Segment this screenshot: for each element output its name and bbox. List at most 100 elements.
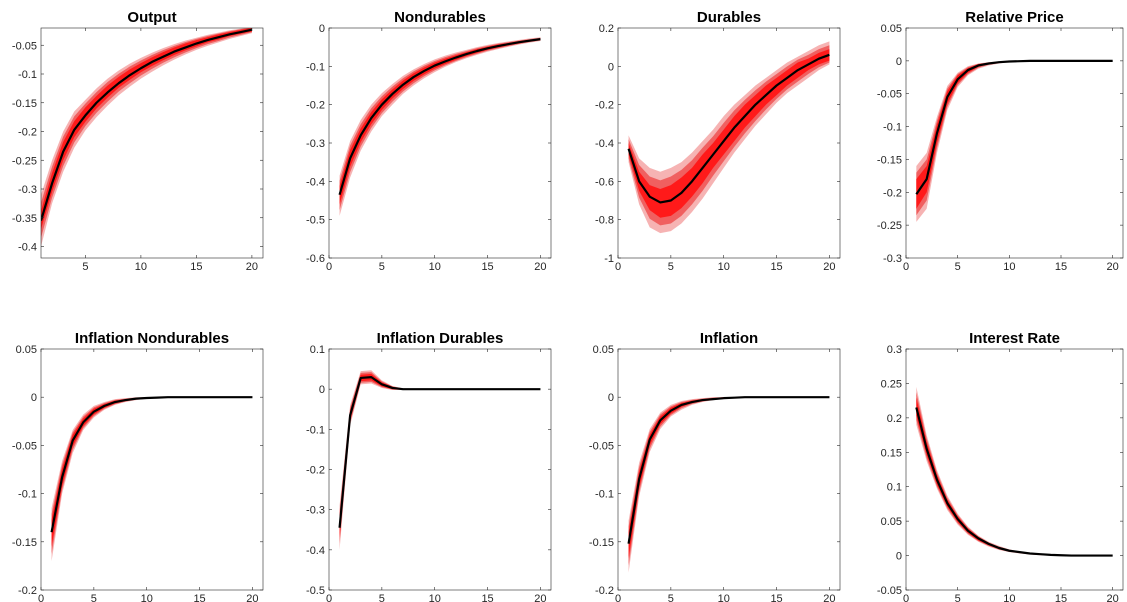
y-tick-label: -0.2 bbox=[595, 100, 614, 112]
y-tick-label: -0.5 bbox=[306, 585, 325, 597]
x-tick-label: 5 bbox=[668, 261, 674, 273]
y-tick-label: -0.35 bbox=[12, 213, 37, 225]
x-tick-label: 0 bbox=[326, 261, 332, 273]
x-tick-label: 0 bbox=[615, 593, 621, 602]
y-tick-label: -0.15 bbox=[12, 98, 37, 110]
y-tick-label: -0.2 bbox=[306, 465, 325, 477]
y-tick-label: 0 bbox=[319, 384, 325, 396]
x-tick-label: 0 bbox=[903, 261, 909, 273]
panel-title: Durables bbox=[697, 9, 761, 26]
panel-6: 0 5 10 15 20 -0.5 -0.4 -0.3 -0.2 -0.1 0 0.1 Inflatio… bbox=[306, 330, 552, 602]
x-tick-label: 20 bbox=[534, 593, 546, 602]
x-tick-label: 5 bbox=[668, 593, 674, 602]
x-tick-label: 10 bbox=[718, 261, 730, 273]
y-tick-label: 0.1 bbox=[887, 482, 902, 494]
median-response-line bbox=[627, 396, 830, 544]
y-tick-label: -0.15 bbox=[589, 537, 614, 549]
panel-title: Interest Rate bbox=[969, 330, 1060, 347]
y-tick-label: 0 bbox=[896, 56, 902, 68]
axes-frame bbox=[40, 348, 264, 591]
y-tick-label: 0 bbox=[31, 392, 37, 404]
x-tick-label: 10 bbox=[718, 593, 730, 602]
inner-credible-band bbox=[339, 373, 541, 538]
x-tick-label: 20 bbox=[534, 261, 546, 273]
x-tick-label: 20 bbox=[1107, 261, 1119, 273]
y-tick-label: -0.05 bbox=[589, 440, 614, 452]
x-tick-label: 10 bbox=[429, 261, 441, 273]
middle-credible-band bbox=[41, 28, 252, 238]
panel-title: Nondurables bbox=[394, 9, 486, 26]
inner-credible-band bbox=[41, 28, 252, 230]
y-tick-label: 0.25 bbox=[881, 378, 902, 390]
axes-frame bbox=[328, 348, 552, 591]
y-tick-label: -0.2 bbox=[883, 187, 902, 199]
y-tick-label: 0.05 bbox=[881, 23, 902, 35]
x-tick-label: 15 bbox=[190, 261, 202, 273]
axes-frame bbox=[905, 348, 1124, 591]
y-tick-label: -0.6 bbox=[306, 253, 325, 265]
y-tick-label: -0.05 bbox=[12, 40, 37, 52]
median-response-line bbox=[627, 53, 830, 204]
axes-frame bbox=[905, 27, 1124, 259]
y-tick-label: -0.3 bbox=[18, 184, 37, 196]
x-tick-label: 10 bbox=[135, 261, 147, 273]
x-tick-label: 15 bbox=[1055, 593, 1067, 602]
y-tick-label: -0.2 bbox=[18, 127, 37, 139]
outer-credible-band bbox=[916, 386, 1113, 556]
inner-credible-band bbox=[916, 60, 1113, 209]
plot-area bbox=[338, 370, 541, 550]
median-response-line bbox=[41, 28, 253, 221]
panel-7: 0 5 10 15 20 -0.2 -0.15 -0.1 -0.05 0 0.05 Inflation bbox=[589, 330, 841, 602]
y-tick-label: 0.3 bbox=[887, 344, 902, 356]
panel-title: Output bbox=[127, 9, 176, 26]
y-tick-label: -0.4 bbox=[595, 138, 614, 150]
plot-area bbox=[627, 396, 830, 573]
y-tick-label: -0.2 bbox=[595, 585, 614, 597]
median-response-line bbox=[338, 38, 541, 196]
plot-area bbox=[915, 386, 1113, 557]
y-tick-label: -0.25 bbox=[12, 155, 37, 167]
outer-credible-band bbox=[339, 370, 541, 550]
x-tick-label: 5 bbox=[955, 593, 961, 602]
median-response-line bbox=[338, 376, 541, 528]
x-tick-label: 15 bbox=[481, 261, 493, 273]
median-response-line bbox=[50, 396, 253, 533]
y-tick-label: -0.25 bbox=[877, 220, 902, 232]
y-tick-label: -0.1 bbox=[306, 424, 325, 436]
y-tick-label: -0.4 bbox=[306, 176, 325, 188]
middle-credible-band bbox=[51, 397, 253, 554]
axes-frame bbox=[40, 27, 264, 259]
inner-credible-band bbox=[916, 397, 1113, 556]
middle-credible-band bbox=[339, 372, 541, 544]
x-tick-label: 5 bbox=[379, 593, 385, 602]
plot-area bbox=[627, 41, 830, 234]
y-tick-label: -0.1 bbox=[306, 61, 325, 73]
median-response-line bbox=[915, 59, 1113, 195]
x-tick-label: 15 bbox=[770, 261, 782, 273]
panel-title: Inflation bbox=[700, 330, 758, 347]
y-tick-label: -0.3 bbox=[306, 505, 325, 517]
y-tick-label: -0.1 bbox=[883, 122, 902, 134]
y-tick-label: 0.2 bbox=[887, 413, 902, 425]
x-tick-label: 10 bbox=[1003, 261, 1015, 273]
y-tick-label: 0.15 bbox=[881, 447, 902, 459]
panel-1: 5 10 15 20 -0.4 -0.35 -0.3 -0.25 -0.2 -0.15 -0.1 -0… bbox=[12, 9, 264, 273]
median-response-line bbox=[915, 407, 1113, 557]
x-tick-label: 10 bbox=[1003, 593, 1015, 602]
y-tick-label: -0.2 bbox=[306, 100, 325, 112]
x-tick-label: 5 bbox=[82, 261, 88, 273]
x-tick-label: 20 bbox=[823, 593, 835, 602]
y-tick-label: 0 bbox=[608, 61, 614, 73]
x-tick-label: 5 bbox=[91, 593, 97, 602]
panel-title: Relative Price bbox=[965, 9, 1063, 26]
x-tick-label: 0 bbox=[615, 261, 621, 273]
panel-title: Inflation Durables bbox=[377, 330, 504, 347]
y-tick-label: 0 bbox=[896, 551, 902, 563]
y-tick-label: -1 bbox=[604, 253, 614, 265]
plot-area bbox=[50, 396, 253, 562]
y-tick-label: -0.15 bbox=[12, 537, 37, 549]
plot-area bbox=[41, 28, 253, 247]
y-tick-label: -0.3 bbox=[883, 253, 902, 265]
x-tick-label: 15 bbox=[1055, 261, 1067, 273]
y-tick-label: -0.5 bbox=[306, 215, 325, 227]
